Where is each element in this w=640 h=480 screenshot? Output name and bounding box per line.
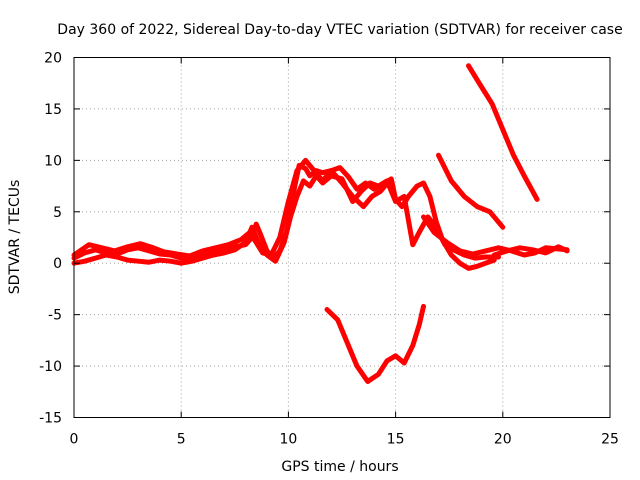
x-tick-label: 5 [177, 432, 186, 448]
chart-title: Day 360 of 2022, Sidereal Day-to-day VTE… [57, 22, 622, 38]
y-tick-label: 0 [53, 256, 62, 272]
series-line-track-5 [436, 152, 506, 230]
grid [74, 57, 610, 418]
y-axis-title: SDTVAR / TECUs [7, 180, 23, 295]
y-tick-label: -5 [48, 308, 62, 324]
x-tick-label: 25 [601, 432, 619, 448]
plot-frame [73, 57, 611, 418]
y-tick-label: 20 [44, 51, 62, 67]
series-line-track-7 [421, 214, 570, 258]
series-line-track-2 [71, 173, 501, 266]
x-tick-label: 15 [387, 432, 405, 448]
series-line-track-3 [71, 157, 392, 259]
x-tick-labels: 0 5 10 15 20 25 [70, 432, 619, 448]
x-tick-label: 20 [494, 432, 512, 448]
y-tick-label: 15 [44, 102, 62, 118]
series-line-track-8 [491, 244, 570, 258]
x-tick-label: 10 [279, 432, 297, 448]
x-tick-label: 0 [70, 432, 79, 448]
y-tick-labels: -15 -10 -5 0 5 10 15 20 [39, 51, 62, 427]
y-tick-label: -15 [39, 411, 62, 427]
series-line-track-4 [324, 303, 426, 384]
x-axis-title: GPS time / hours [281, 459, 398, 475]
series-group [71, 63, 570, 384]
ticks [73, 57, 611, 418]
y-tick-label: 5 [53, 205, 62, 221]
y-tick-label: -10 [39, 359, 62, 375]
y-tick-label: 10 [44, 153, 62, 169]
series-line-track-6 [466, 63, 540, 202]
